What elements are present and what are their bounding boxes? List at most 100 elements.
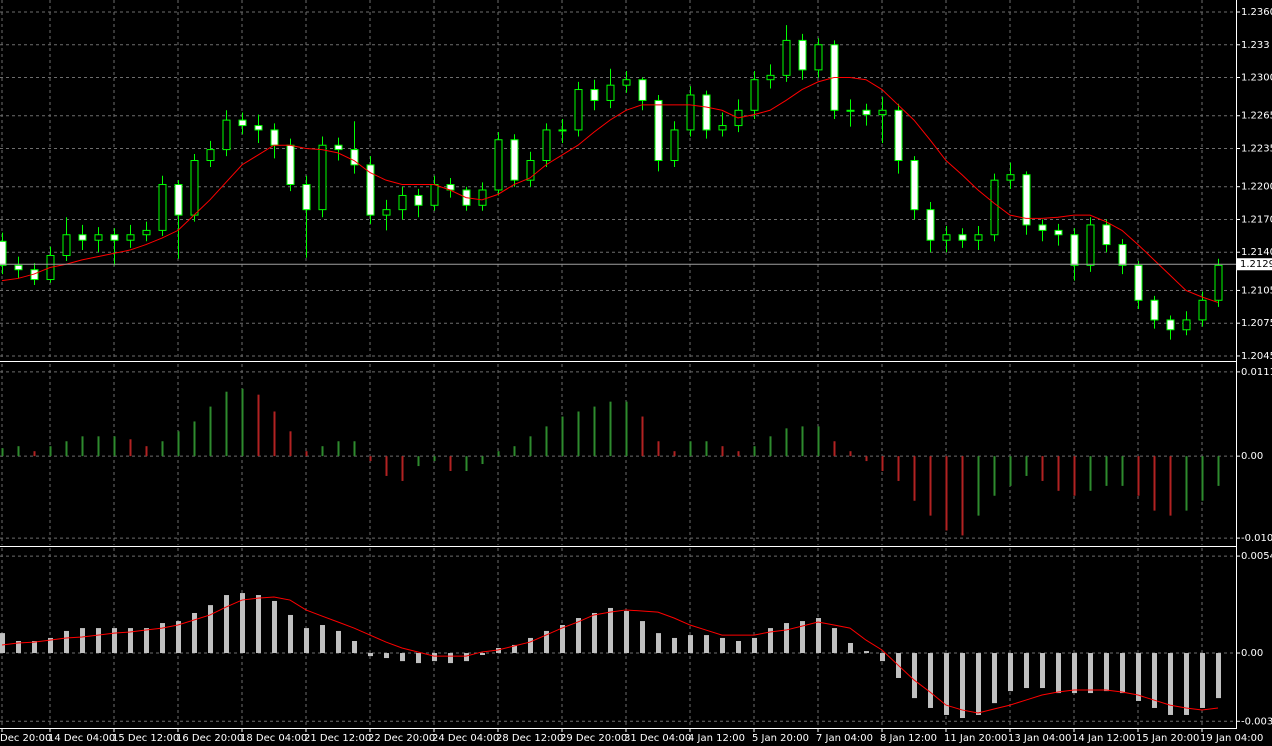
macd-bar	[1200, 653, 1205, 708]
macd-bar	[864, 651, 869, 654]
macd-bar	[336, 630, 341, 654]
macd-bar	[80, 628, 85, 654]
macd-bar	[1216, 653, 1221, 699]
candle-body	[94, 234, 103, 241]
macd-bar	[784, 623, 789, 654]
current-price-label: 1.2129	[1240, 259, 1272, 270]
candle-body	[606, 84, 615, 101]
candle-body	[814, 44, 823, 71]
macd-bar	[96, 628, 101, 654]
macd-bar	[560, 625, 565, 654]
macd-bar	[1040, 653, 1045, 689]
candle-body	[1214, 264, 1223, 301]
x-tick-label: 8 Jan 12:00	[880, 733, 937, 744]
candle-body	[494, 139, 503, 191]
candle-body	[990, 179, 999, 236]
macd-bar	[688, 635, 693, 654]
x-tick-label: 4 Jan 12:00	[688, 733, 745, 744]
x-tick-label: 14 Dec 04:00	[48, 733, 115, 744]
macd-bar	[752, 637, 757, 654]
candle-body	[430, 184, 439, 206]
y-tick-label: 1.2265	[1241, 111, 1272, 122]
candle-body	[142, 229, 151, 236]
macd-bar	[736, 641, 741, 654]
macd-bar	[400, 653, 405, 662]
candle-body	[574, 89, 583, 131]
candle-body	[638, 79, 647, 101]
candle-body	[958, 234, 967, 241]
y-tick-label: -0.0108	[1241, 533, 1272, 544]
macd-bar	[768, 628, 773, 654]
candle-body	[878, 109, 887, 116]
candle-body	[542, 129, 551, 162]
candle-body	[174, 184, 183, 216]
macd-bar	[624, 611, 629, 654]
macd-bar	[1104, 653, 1109, 692]
macd-bar	[944, 653, 949, 715]
x-tick-label: 31 Dec 04:00	[624, 733, 691, 744]
y-tick-label: 1.2045	[1241, 351, 1272, 362]
macd-bar	[720, 637, 725, 654]
candle-body	[974, 234, 983, 241]
macd-bar	[608, 607, 613, 654]
macd-bar	[832, 628, 837, 654]
x-tick-label: 21 Dec 12:00	[304, 733, 371, 744]
candle-body	[590, 89, 599, 101]
candle-body	[478, 189, 487, 206]
macd-bar	[320, 625, 325, 654]
macd-bar	[480, 653, 485, 656]
macd-bar	[256, 595, 261, 654]
macd-bar	[128, 628, 133, 654]
candle-body	[302, 184, 311, 211]
candle-body	[686, 94, 695, 131]
y-tick-label: -0.0038	[1241, 716, 1272, 727]
candle-body	[942, 234, 951, 241]
y-tick-label: 1.2300	[1241, 73, 1272, 84]
y-tick-label: 0.00	[1241, 648, 1263, 659]
x-tick-label: 18 Dec 04:00	[240, 733, 307, 744]
x-tick-label: Dec 20:00	[0, 733, 51, 744]
macd-bar	[816, 618, 821, 654]
macd-bar	[928, 653, 933, 708]
macd-bar	[1184, 653, 1189, 715]
candle-body	[654, 99, 663, 162]
candle-body	[270, 129, 279, 146]
macd-bar	[960, 653, 965, 719]
candle-body	[1118, 244, 1127, 266]
macd-bar	[32, 641, 37, 654]
macd-bar	[1008, 653, 1013, 692]
candle-body	[286, 144, 295, 186]
y-tick-label: 1.2170	[1241, 214, 1272, 225]
macd-bar	[368, 653, 373, 657]
macd-bar	[992, 653, 997, 704]
candle-body	[158, 184, 167, 231]
candle-body	[1134, 264, 1143, 301]
macd-bar	[1136, 653, 1141, 701]
candle-body	[1150, 299, 1159, 321]
candle-body	[862, 109, 871, 116]
x-tick-label: 5 Jan 20:00	[752, 733, 809, 744]
y-tick-label: 1.2360	[1241, 7, 1272, 18]
x-tick-label: 19 Jan 04:00	[1200, 733, 1263, 744]
candle-body	[1166, 319, 1175, 331]
x-tick-label: 15 Jan 20:00	[1136, 733, 1199, 744]
candle-body	[1038, 224, 1047, 231]
y-tick-label: 1.233	[1241, 40, 1270, 51]
candle-body	[398, 194, 407, 211]
macd-bar	[288, 614, 293, 654]
candle-body	[1102, 224, 1111, 246]
macd-bar	[240, 593, 245, 654]
candle-body	[622, 79, 631, 86]
macd-bar	[48, 637, 53, 654]
macd-bar	[544, 630, 549, 654]
candle-body	[190, 160, 199, 216]
candle-body	[1022, 174, 1031, 226]
x-tick-label: 11 Jan 20:00	[944, 733, 1007, 744]
candle-body	[414, 194, 423, 206]
candle-body	[894, 109, 903, 162]
candle-body	[798, 39, 807, 71]
candle-body	[926, 209, 935, 241]
y-tick-label: 1.2200	[1241, 182, 1272, 193]
